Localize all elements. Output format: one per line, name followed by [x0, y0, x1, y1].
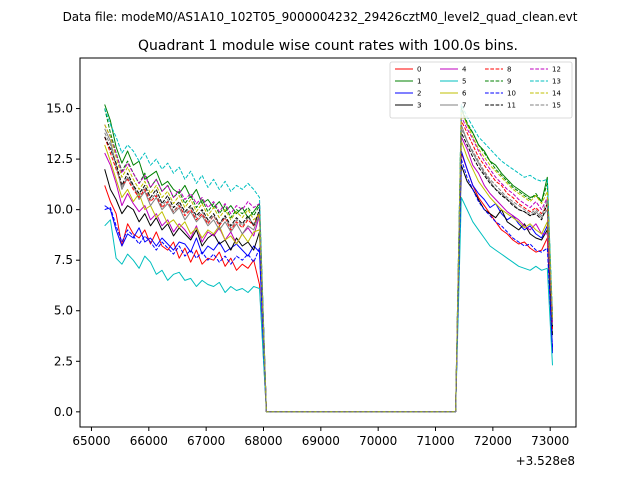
series-line-0	[104, 152, 553, 413]
legend-label-0: 0	[417, 66, 421, 74]
series-line-11	[104, 132, 553, 413]
legend-label-1: 1	[417, 78, 421, 86]
y-axis: 0.0 2.5 5.0 7.5 10.0 12.5 15.0	[46, 102, 80, 419]
y-tick-label: 7.5	[54, 253, 73, 267]
x-axis: 65000 66000 67000 68000 69000 70000 71000 72000…	[72, 427, 569, 448]
x-tick-label: 68000	[244, 434, 282, 448]
x-tick-label: 67000	[187, 434, 225, 448]
legend-label-8: 8	[507, 66, 511, 74]
legend-label-3: 3	[417, 102, 421, 110]
legend-label-2: 2	[417, 90, 421, 98]
legend-label-4: 4	[462, 66, 467, 74]
legend-label-7: 7	[462, 102, 466, 110]
y-tick-label: 2.5	[54, 354, 73, 368]
x-tick-label: 69000	[302, 434, 340, 448]
series-line-8	[104, 120, 553, 413]
x-tick-label: 70000	[359, 434, 397, 448]
y-tick-label: 12.5	[46, 152, 73, 166]
y-tick-label: 0.0	[54, 405, 73, 419]
y-tick-label: 10.0	[46, 203, 73, 217]
series-line-7	[104, 124, 553, 413]
chart-suptitle: Data file: modeM0/AS1A10_102T05_90000042…	[63, 10, 578, 24]
series-line-3	[104, 164, 553, 413]
x-tick-label: 66000	[130, 434, 168, 448]
series-layer	[104, 104, 553, 413]
legend-label-6: 6	[462, 90, 467, 98]
y-tick-label: 5.0	[54, 304, 73, 318]
series-line-13	[104, 104, 553, 413]
axes-frame	[79, 57, 577, 428]
legend-label-13: 13	[552, 78, 561, 86]
chart-title: Quadrant 1 module wise count rates with …	[138, 38, 518, 54]
legend-label-11: 11	[507, 102, 516, 110]
legend-box	[389, 61, 573, 119]
series-line-1	[104, 104, 553, 413]
x-tick-label: 72000	[474, 434, 512, 448]
series-line-12	[104, 116, 553, 413]
series-line-5	[104, 197, 553, 413]
x-offset-label: +3.528e8	[516, 454, 575, 468]
series-line-14	[104, 112, 553, 413]
series-line-4	[104, 136, 553, 413]
legend-label-9: 9	[507, 78, 511, 86]
plot-area	[79, 57, 577, 428]
legend-label-12: 12	[552, 66, 561, 74]
legend-label-10: 10	[507, 90, 516, 98]
series-line-10	[104, 158, 553, 413]
legend-label-5: 5	[462, 78, 466, 86]
x-tick-label: 65000	[72, 434, 110, 448]
series-line-6	[104, 140, 553, 413]
legend-label-15: 15	[552, 102, 561, 110]
legend-label-14: 14	[552, 90, 561, 98]
series-line-15	[104, 128, 553, 413]
x-tick-label: 71000	[416, 434, 454, 448]
x-tick-label: 73000	[531, 434, 569, 448]
series-line-9	[104, 106, 553, 413]
y-tick-label: 15.0	[46, 102, 73, 116]
